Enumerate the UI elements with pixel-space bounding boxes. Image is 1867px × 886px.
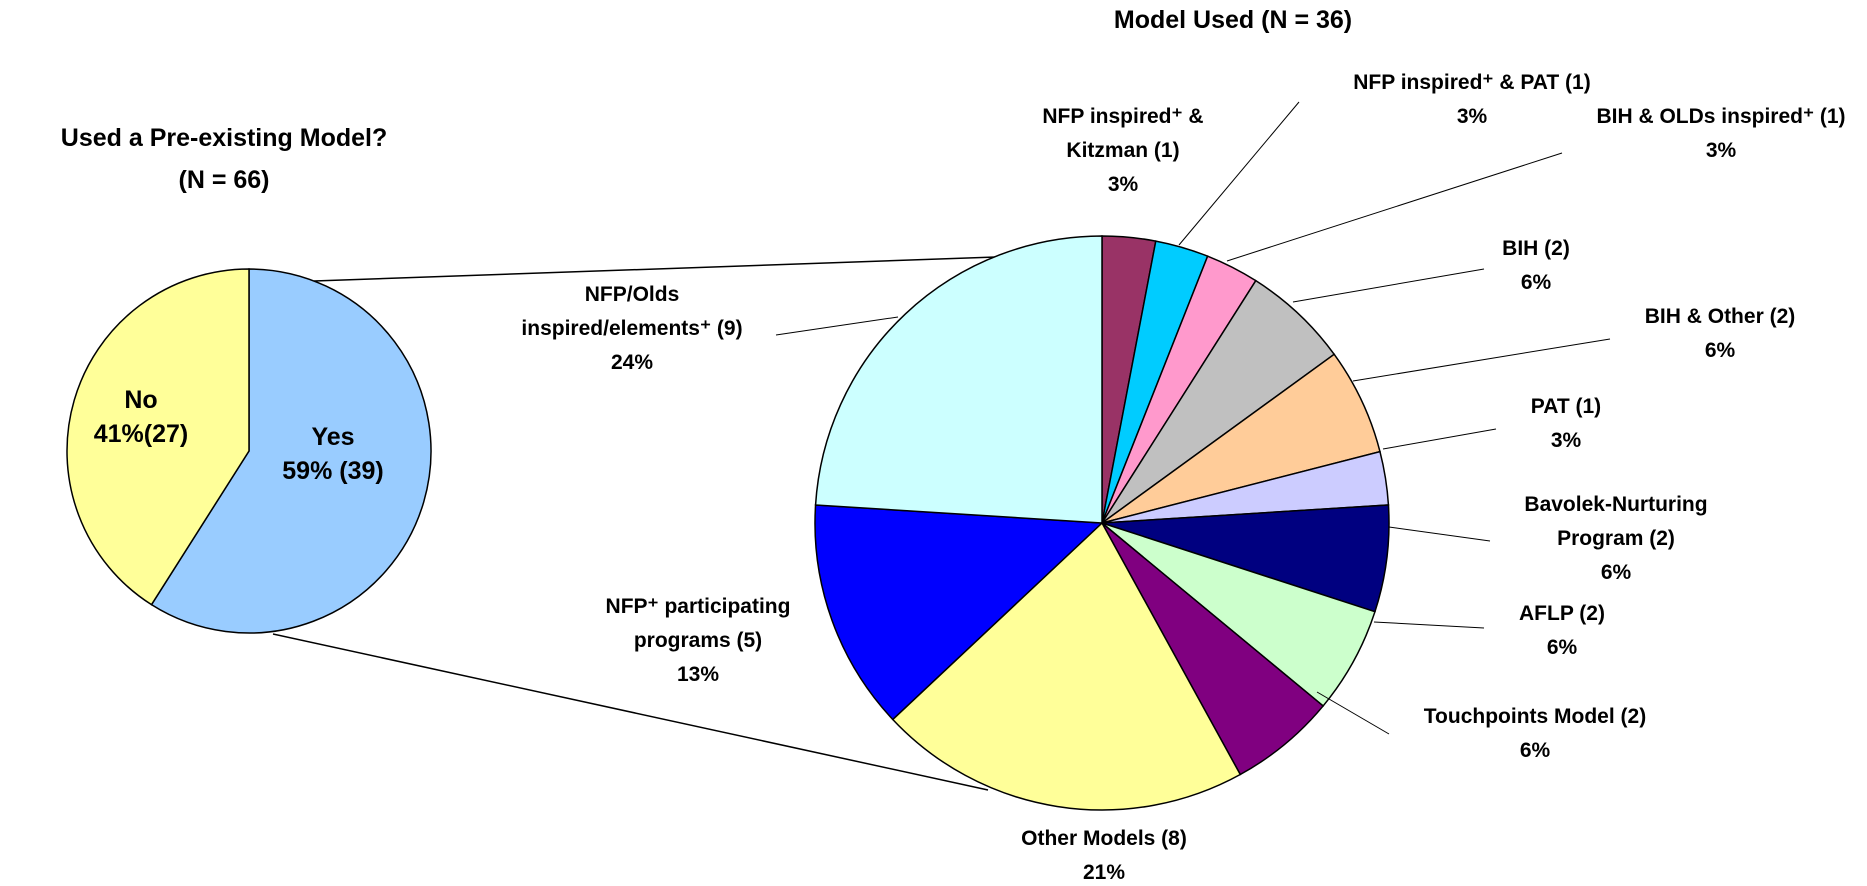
slice-label: No 41%(27) xyxy=(41,383,241,451)
leader-line xyxy=(1352,338,1611,382)
category-label: NFP⁺ participating programs (5) xyxy=(605,595,791,652)
category-label: NFP/Olds inspired/elements⁺ (9) xyxy=(521,283,743,340)
category-label: NFP inspired⁺ & Kitzman (1) xyxy=(1042,105,1204,162)
chart-title: Used a Pre-existing Model? xyxy=(60,124,388,152)
value-label: 3% xyxy=(1705,139,1737,162)
leader-line xyxy=(1178,101,1300,246)
pie-slice xyxy=(891,521,1242,811)
connector-line xyxy=(313,256,997,282)
chart-title: Model Used (N = 36) xyxy=(1113,6,1353,34)
value-label: 3% xyxy=(1107,173,1139,196)
category-label: Bavolek-Nurturing Program (2) xyxy=(1524,493,1708,550)
slice-label: Yes 59% (39) xyxy=(233,420,433,488)
value-label: 6% xyxy=(1546,636,1578,659)
value-label: 24% xyxy=(610,351,654,374)
category-label: No xyxy=(124,386,158,414)
category-label: BIH (2) xyxy=(1502,237,1570,260)
pie-slice xyxy=(814,504,1104,721)
category-label: BIH & OLDs inspired⁺ (1) xyxy=(1596,105,1846,128)
category-label: Other Models (8) xyxy=(1021,827,1187,850)
value-label: 6% xyxy=(1520,271,1552,294)
category-label: PAT (1) xyxy=(1530,395,1602,418)
slice-label: NFP⁺ participating programs (5) 13% xyxy=(591,590,806,692)
pie-slice xyxy=(150,268,432,634)
category-label: Yes xyxy=(311,423,355,451)
leader-line xyxy=(1226,152,1563,262)
slice-label: Other Models (8) 21% xyxy=(954,822,1254,886)
leader-line xyxy=(1292,268,1485,303)
slice-label: NFP/Olds inspired/elements⁺ (9) 24% xyxy=(502,278,762,380)
value-label: 6% xyxy=(1704,339,1736,362)
slice-label: PAT (1) 3% xyxy=(1466,390,1666,458)
category-label: AFLP (2) xyxy=(1519,602,1605,625)
value-label: 59% (39) xyxy=(282,457,384,485)
slice-label: BIH & OLDs inspired⁺ (1) 3% xyxy=(1596,100,1846,168)
slice-label: Touchpoints Model (2) 6% xyxy=(1375,700,1695,768)
slice-label: AFLP (2) 6% xyxy=(1462,597,1662,665)
category-label: BIH & Other (2) xyxy=(1644,305,1796,328)
value-label: 41%(27) xyxy=(93,420,189,448)
value-label: 13% xyxy=(676,663,720,686)
value-label: 3% xyxy=(1456,105,1488,128)
slice-label: NFP inspired⁺ & Kitzman (1) 3% xyxy=(1023,100,1223,202)
category-label: NFP inspired⁺ & PAT (1) xyxy=(1353,71,1591,94)
value-label: 6% xyxy=(1600,561,1632,584)
leader-line xyxy=(1388,526,1491,542)
value-label: 6% xyxy=(1519,739,1551,762)
category-label: Touchpoints Model (2) xyxy=(1423,705,1647,728)
chart-subtitle: (N = 66) xyxy=(178,166,270,194)
slice-label: BIH & Other (2) 6% xyxy=(1570,300,1867,368)
slice-label: BIH (2) 6% xyxy=(1386,232,1686,300)
slice-label: Bavolek-Nurturing Program (2) 6% xyxy=(1511,488,1721,590)
leader-line xyxy=(1316,691,1390,735)
leader-line xyxy=(1373,621,1485,629)
value-label: 3% xyxy=(1550,429,1582,452)
leader-line xyxy=(775,316,899,336)
pie-slice xyxy=(814,235,1103,524)
value-label: 21% xyxy=(1082,861,1126,884)
slice-label: NFP inspired⁺ & PAT (1) 3% xyxy=(1272,66,1672,134)
leader-line xyxy=(1382,428,1497,450)
connector-line xyxy=(272,633,989,791)
pie-slice xyxy=(66,268,250,606)
